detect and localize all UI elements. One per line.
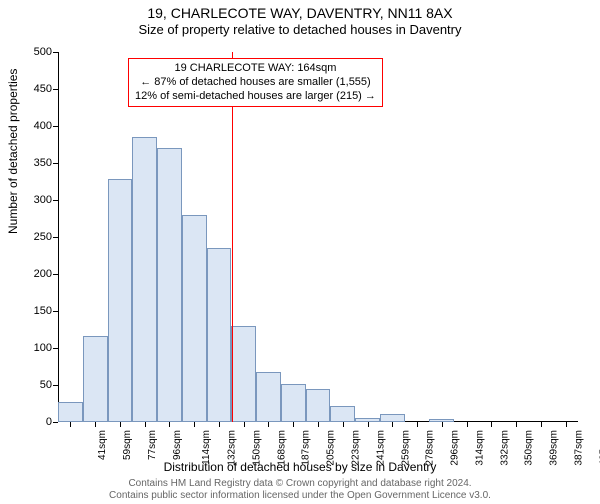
x-tick-label: 41sqm [97, 430, 108, 460]
y-tick-label: 300 [22, 194, 52, 206]
x-tick [368, 422, 369, 427]
y-tick [53, 274, 58, 275]
info-box-line: 12% of semi-detached houses are larger (… [135, 90, 376, 104]
histogram-bar [108, 179, 133, 422]
histogram-bar [58, 402, 83, 422]
x-tick-label: 187sqm [301, 430, 312, 466]
y-tick-label: 400 [22, 120, 52, 132]
x-tick [392, 422, 393, 427]
x-tick-label: 241sqm [375, 430, 386, 466]
marker-line [232, 52, 233, 422]
x-tick-label: 296sqm [450, 430, 461, 466]
x-tick [194, 422, 195, 427]
x-tick-label: 77sqm [147, 430, 158, 460]
y-tick [53, 385, 58, 386]
histogram-bar [306, 389, 331, 422]
histogram-bar [330, 406, 355, 422]
x-tick [95, 422, 96, 427]
y-tick-label: 50 [22, 379, 52, 391]
histogram-bar [380, 414, 405, 422]
x-tick-label: 259sqm [400, 430, 411, 466]
footer-line-2: Contains public sector information licen… [0, 490, 600, 502]
histogram-bar [157, 148, 182, 422]
x-tick [343, 422, 344, 427]
histogram-bar [207, 248, 232, 422]
y-tick-label: 500 [22, 46, 52, 58]
info-box-line: ← 87% of detached houses are smaller (1,… [135, 76, 376, 90]
y-axis [58, 52, 59, 422]
footer: Contains HM Land Registry data © Crown c… [0, 478, 600, 502]
x-tick [120, 422, 121, 427]
y-tick-label: 250 [22, 231, 52, 243]
x-tick-label: 114sqm [201, 430, 212, 465]
x-tick [145, 422, 146, 427]
x-tick-label: 223sqm [351, 430, 362, 466]
x-tick-label: 205sqm [326, 430, 337, 466]
x-tick-label: 278sqm [425, 430, 436, 466]
x-tick [169, 422, 170, 427]
x-tick-label: 387sqm [573, 430, 584, 466]
y-tick [53, 311, 58, 312]
x-tick [491, 422, 492, 427]
y-tick [53, 89, 58, 90]
x-tick [244, 422, 245, 427]
plot: 19 CHARLECOTE WAY: 164sqm← 87% of detach… [58, 52, 578, 422]
x-tick-label: 150sqm [252, 430, 263, 466]
y-tick [53, 126, 58, 127]
x-tick [293, 422, 294, 427]
x-tick-label: 369sqm [549, 430, 560, 466]
histogram-bar [256, 372, 281, 422]
x-tick [219, 422, 220, 427]
footer-line-1: Contains HM Land Registry data © Crown c… [0, 478, 600, 490]
histogram-bar [182, 215, 207, 422]
y-tick [53, 422, 58, 423]
info-box: 19 CHARLECOTE WAY: 164sqm← 87% of detach… [128, 58, 383, 107]
x-tick [541, 422, 542, 427]
x-tick [442, 422, 443, 427]
page-title: 19, CHARLECOTE WAY, DAVENTRY, NN11 8AX [0, 4, 600, 22]
histogram-bar [231, 326, 256, 422]
y-tick-label: 450 [22, 83, 52, 95]
x-tick-label: 332sqm [499, 430, 510, 466]
y-tick [53, 163, 58, 164]
y-tick-label: 350 [22, 157, 52, 169]
x-tick-label: 168sqm [276, 430, 287, 466]
histogram-bar [83, 336, 108, 422]
y-tick [53, 200, 58, 201]
histogram-bar [281, 384, 306, 422]
x-tick [318, 422, 319, 427]
x-tick [70, 422, 71, 427]
y-axis-label: Number of detached properties [6, 69, 20, 234]
y-tick [53, 348, 58, 349]
x-tick [467, 422, 468, 427]
x-tick-label: 314sqm [474, 430, 485, 466]
x-tick [516, 422, 517, 427]
x-tick-label: 96sqm [172, 430, 183, 460]
histogram-bar [132, 137, 157, 422]
chart-area: 19 CHARLECOTE WAY: 164sqm← 87% of detach… [58, 52, 578, 422]
x-tick-label: 59sqm [122, 430, 133, 460]
y-tick-label: 100 [22, 342, 52, 354]
x-tick [417, 422, 418, 427]
x-tick-label: 350sqm [524, 430, 535, 466]
page-subtitle: Size of property relative to detached ho… [0, 22, 600, 37]
x-tick [268, 422, 269, 427]
x-tick-label: 132sqm [227, 430, 238, 466]
y-tick-label: 0 [22, 416, 52, 428]
y-tick-label: 150 [22, 305, 52, 317]
y-tick [53, 237, 58, 238]
y-tick-label: 200 [22, 268, 52, 280]
x-tick [566, 422, 567, 427]
info-box-line: 19 CHARLECOTE WAY: 164sqm [135, 62, 376, 76]
y-tick [53, 52, 58, 53]
